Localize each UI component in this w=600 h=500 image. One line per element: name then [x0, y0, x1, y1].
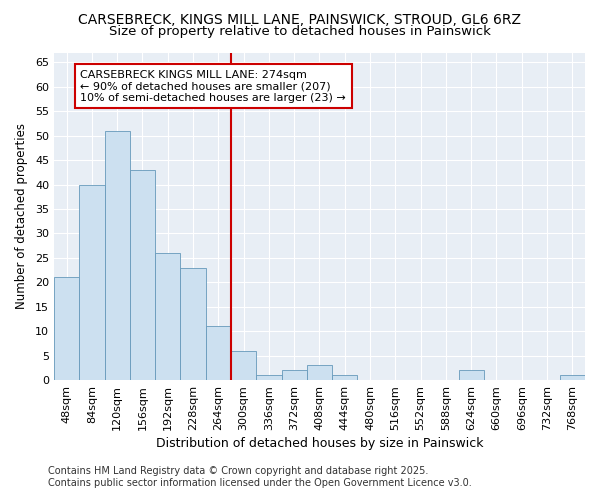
Bar — [206, 326, 231, 380]
Bar — [79, 184, 104, 380]
X-axis label: Distribution of detached houses by size in Painswick: Distribution of detached houses by size … — [156, 437, 483, 450]
Bar — [54, 278, 79, 380]
Text: Size of property relative to detached houses in Painswick: Size of property relative to detached ho… — [109, 25, 491, 38]
Text: CARSEBRECK KINGS MILL LANE: 274sqm
← 90% of detached houses are smaller (207)
10: CARSEBRECK KINGS MILL LANE: 274sqm ← 90%… — [80, 70, 346, 103]
Bar — [130, 170, 155, 380]
Text: CARSEBRECK, KINGS MILL LANE, PAINSWICK, STROUD, GL6 6RZ: CARSEBRECK, KINGS MILL LANE, PAINSWICK, … — [79, 12, 521, 26]
Bar — [181, 268, 206, 380]
Bar — [458, 370, 484, 380]
Bar — [307, 366, 332, 380]
Bar — [281, 370, 307, 380]
Text: Contains HM Land Registry data © Crown copyright and database right 2025.
Contai: Contains HM Land Registry data © Crown c… — [48, 466, 472, 487]
Y-axis label: Number of detached properties: Number of detached properties — [15, 124, 28, 310]
Bar — [560, 375, 585, 380]
Bar — [104, 130, 130, 380]
Bar — [155, 253, 181, 380]
Bar — [332, 375, 358, 380]
Bar — [231, 350, 256, 380]
Bar — [256, 375, 281, 380]
